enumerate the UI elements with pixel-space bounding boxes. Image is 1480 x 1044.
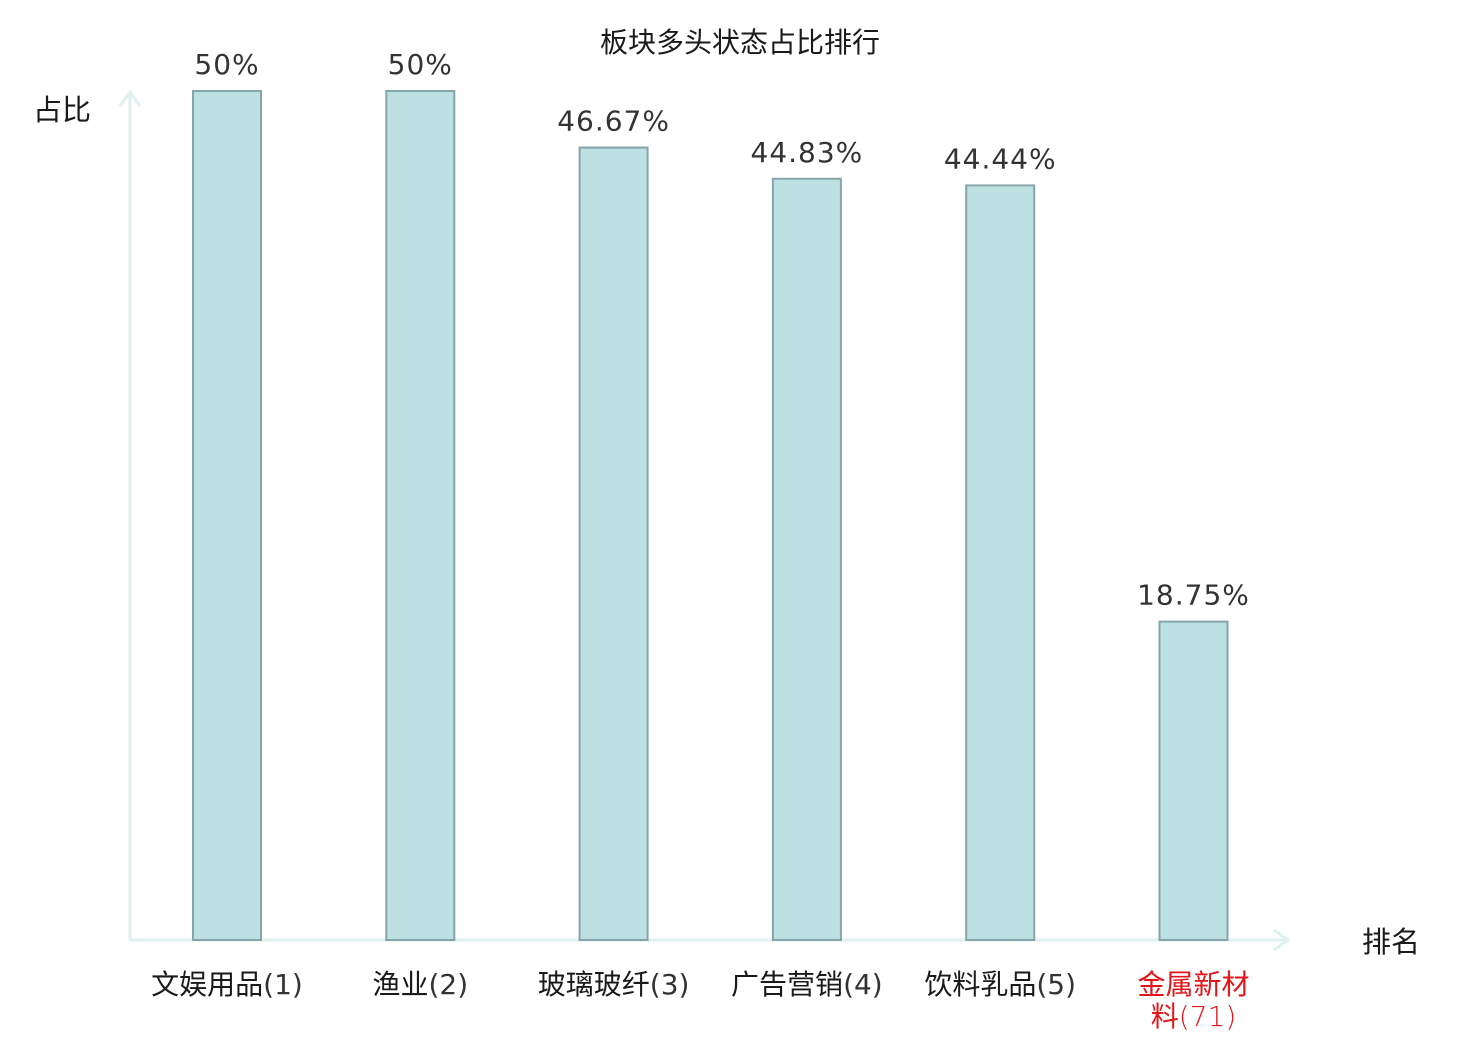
- bar-6: [1158, 620, 1229, 941]
- bar-2: [385, 90, 456, 941]
- bar-5: [965, 184, 1036, 941]
- category-rank-2: (2): [428, 968, 468, 1001]
- category-label-4: 广告营销(4): [731, 968, 883, 1001]
- value-label-5: 44.44%: [944, 142, 1057, 175]
- category-label-5: 饮料乳品(5): [924, 968, 1076, 1001]
- category-label-1: 文娱用品(1): [151, 968, 303, 1001]
- category-name-4: 广告营销: [731, 968, 843, 1001]
- category-rank-5: (5): [1036, 968, 1076, 1001]
- y-axis-label: 占比: [33, 93, 91, 127]
- value-label-2: 50%: [388, 48, 453, 81]
- bar-3: [578, 146, 649, 941]
- bar-1: [192, 90, 262, 941]
- x-axis-label: 排名: [1362, 925, 1420, 959]
- axes: [118, 90, 1290, 952]
- category-label-2: 渔业(2): [372, 968, 468, 1001]
- category-rank-6: (71): [1179, 1000, 1236, 1033]
- x-axis-arrow-icon: [1273, 928, 1290, 952]
- bars-group: [192, 90, 1229, 941]
- bar-4: [771, 177, 842, 941]
- value-label-4: 44.83%: [751, 136, 864, 169]
- category-name-1: 文娱用品: [151, 968, 263, 1001]
- category-labels-group: 文娱用品(1) 渔业(2) 玻璃玻纤(3) 广告营销(4) 饮料乳品(5) 金属新材料(7…: [151, 968, 1249, 1033]
- category-rank-1: (1): [263, 968, 303, 1001]
- value-label-3: 46.67%: [557, 105, 670, 138]
- chart-title: 板块多头状态占比排行: [600, 26, 880, 59]
- y-axis-arrow-icon: [118, 90, 142, 107]
- value-label-6: 18.75%: [1137, 579, 1250, 612]
- value-labels-group: 50% 50% 46.67% 44.83% 44.44% 18.75%: [194, 48, 1250, 612]
- category-name-6: 金属新材: [1137, 968, 1249, 1001]
- category-name-5: 饮料乳品: [924, 968, 1036, 1001]
- category-label-6: 金属新材料(71): [1137, 968, 1249, 1033]
- category-label-3: 玻璃玻纤(3): [538, 968, 690, 1001]
- category-rank-4: (4): [843, 968, 883, 1001]
- category-name-3: 玻璃玻纤: [538, 968, 650, 1001]
- category-rank-3: (3): [650, 968, 690, 1001]
- category-name-2: 渔业: [372, 968, 428, 1001]
- value-label-1: 50%: [194, 48, 259, 81]
